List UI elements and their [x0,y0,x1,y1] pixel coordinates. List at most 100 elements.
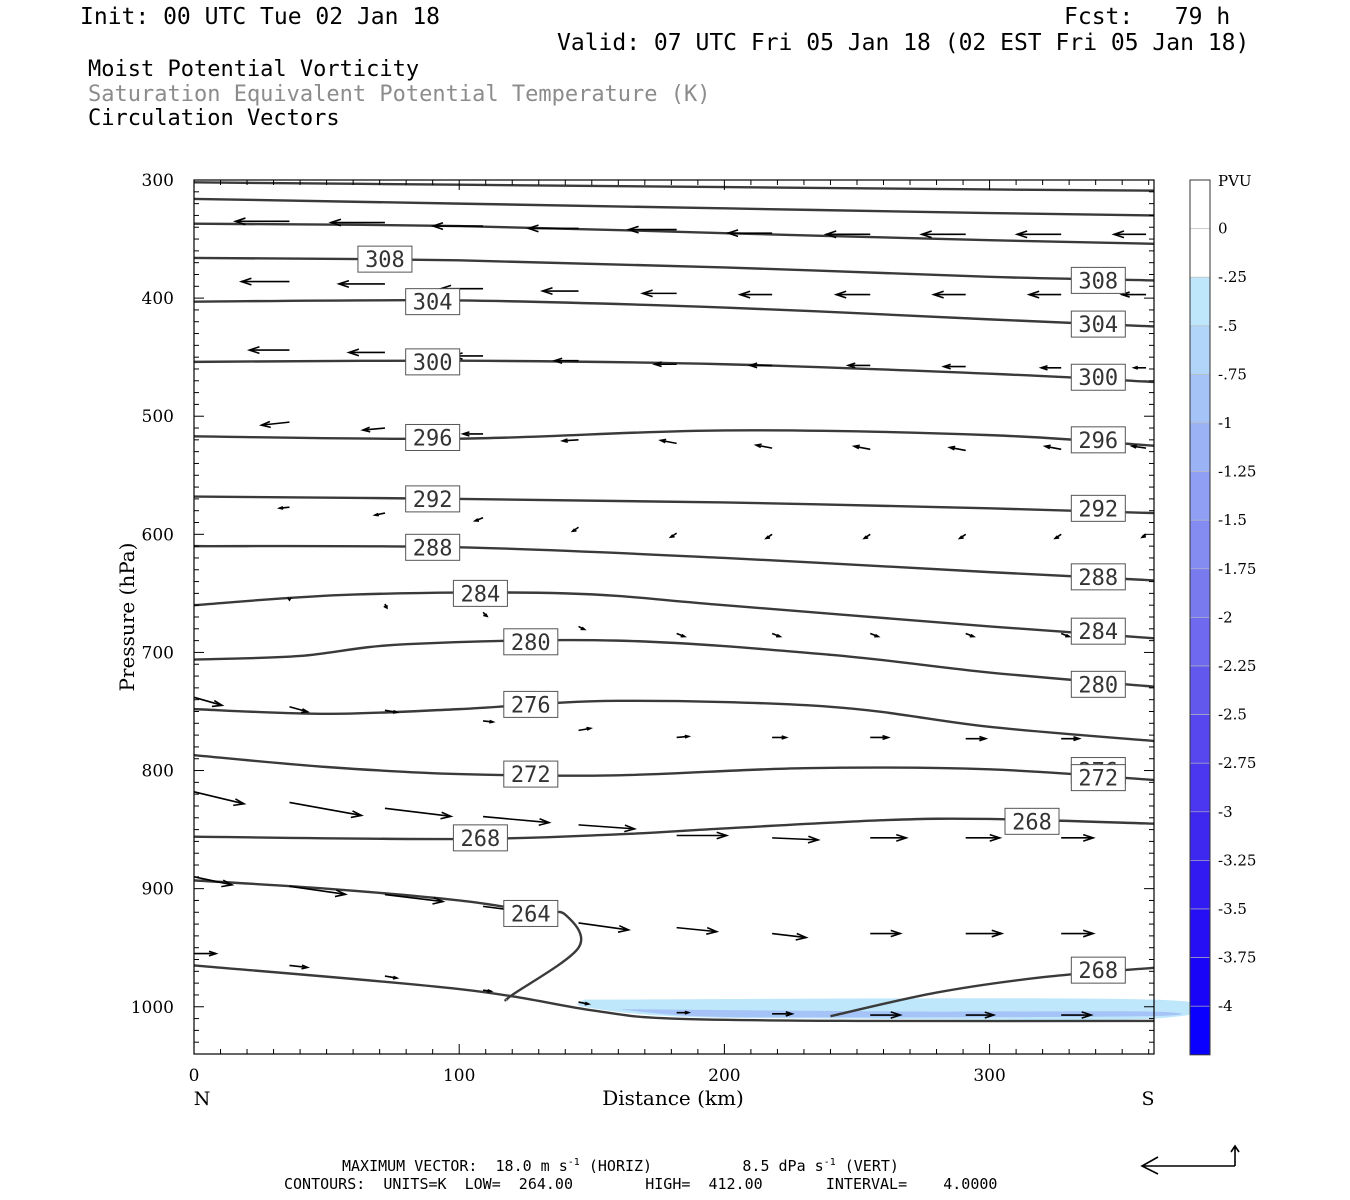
vector-head [753,443,762,449]
vector-arrow [289,801,364,819]
vector-head [350,810,364,819]
x-tick-label: 300 [973,1066,1005,1086]
vector-arrow [772,835,821,844]
vector-head [489,719,496,724]
vector-arrow [764,533,773,540]
max-horiz-value: 18.0 m s [495,1157,568,1175]
vector-arrow [772,1010,795,1017]
contour-line [193,429,1155,447]
contour-label: 264 [511,902,551,927]
vector-arrow [482,719,496,724]
vector-shaft [578,824,635,830]
vector-head [652,361,662,368]
vector-head [430,222,444,231]
colorbar-title: PVU [1218,172,1252,190]
vector-head [551,357,563,364]
vector-head [233,798,247,807]
vector-head [392,975,400,980]
contour-label: 268 [1012,810,1052,835]
colorbar-label: -2.25 [1218,657,1256,675]
vector-head [969,633,977,638]
contour-label-box [1070,494,1126,522]
vector-head [684,1010,692,1015]
vector-arrow [258,420,290,429]
contour-label-box [1070,563,1126,591]
vector-head [383,605,388,610]
contour-label: 300 [413,351,453,376]
y-axis-title: Pressure (hPa) [115,543,139,692]
vector-head [1014,230,1028,239]
vector-arrow [931,290,966,299]
y-tick-label: 500 [142,407,174,427]
contour-label-box [405,533,461,561]
vector-arrow [941,363,966,370]
colorbar-swatch [1189,957,1211,1007]
theta-es-contours [193,181,1155,1023]
vector-arrow [1053,533,1062,540]
contour-label: 284 [1078,620,1118,645]
contour-line [193,964,1155,1023]
vector-head [1038,364,1048,371]
contour-label: 268 [1078,959,1118,984]
colorbar-swatch [1189,471,1211,521]
vector-arrow [1061,1011,1094,1019]
reference-vert-arrow [1230,1144,1240,1166]
vector-shaft [193,791,245,805]
field-title-pv: Moist Potential Vorticity [88,57,420,82]
vector-shaft [562,439,579,442]
vector-arrow [947,445,966,452]
contour-label: 296 [413,426,453,451]
vector-head [617,924,632,933]
contour-label-box [1070,617,1126,645]
y-tick-label: 1000 [131,998,174,1018]
south-label: S [1141,1088,1154,1110]
contour-label-box [1004,807,1060,835]
vector-head [882,734,891,741]
vector-shaft [193,876,233,886]
vert-exp: -1 [823,1157,836,1168]
vector-arrow [360,426,386,433]
colorbar-label: -2.5 [1218,706,1247,724]
vector-head [991,929,1005,938]
vector-arrow [193,791,247,807]
vector-arrow [372,512,386,517]
vector-head [208,950,219,957]
colorbar-label: -1.5 [1218,511,1247,529]
colorbar-label: -2.75 [1218,754,1256,772]
y-tick-label: 400 [142,289,174,309]
vector-arrow [957,533,967,540]
vector-head [941,363,951,370]
vector-arrow [1038,364,1062,371]
vector-arrow [578,922,632,933]
vector-arrow [525,224,579,233]
contour-label-box [405,485,461,513]
colorbar-label: -3 [1218,803,1233,821]
vector-arrow [194,950,219,957]
contour-label-box [1070,266,1126,294]
vector-arrow [384,893,446,905]
vector-head [1073,736,1082,742]
vector-arrow [246,346,290,355]
vector-head [680,633,687,638]
contour-line [193,359,1155,384]
colorbar-swatch [1189,617,1211,667]
colorbar-swatch [1189,519,1211,570]
contour-label-box [452,579,508,607]
vector-head [785,1010,795,1017]
vector-head [781,735,789,740]
vector-head [716,831,730,840]
vector-head [1081,1011,1094,1019]
vector-head [539,286,553,296]
vector-head [919,230,932,239]
vector-head [890,929,903,938]
horiz-exp: -1 [567,1157,580,1168]
vector-head [221,879,235,888]
vector-head [538,817,552,827]
contour-line [193,638,1155,688]
vector-arrow [753,443,773,449]
vector-head [823,230,837,239]
field-title-theta-es: Saturation Equivalent Potential Temperat… [88,82,711,107]
vector-arrow [725,229,773,238]
vector-arrow [772,932,809,941]
contour-label-box [1070,764,1126,792]
